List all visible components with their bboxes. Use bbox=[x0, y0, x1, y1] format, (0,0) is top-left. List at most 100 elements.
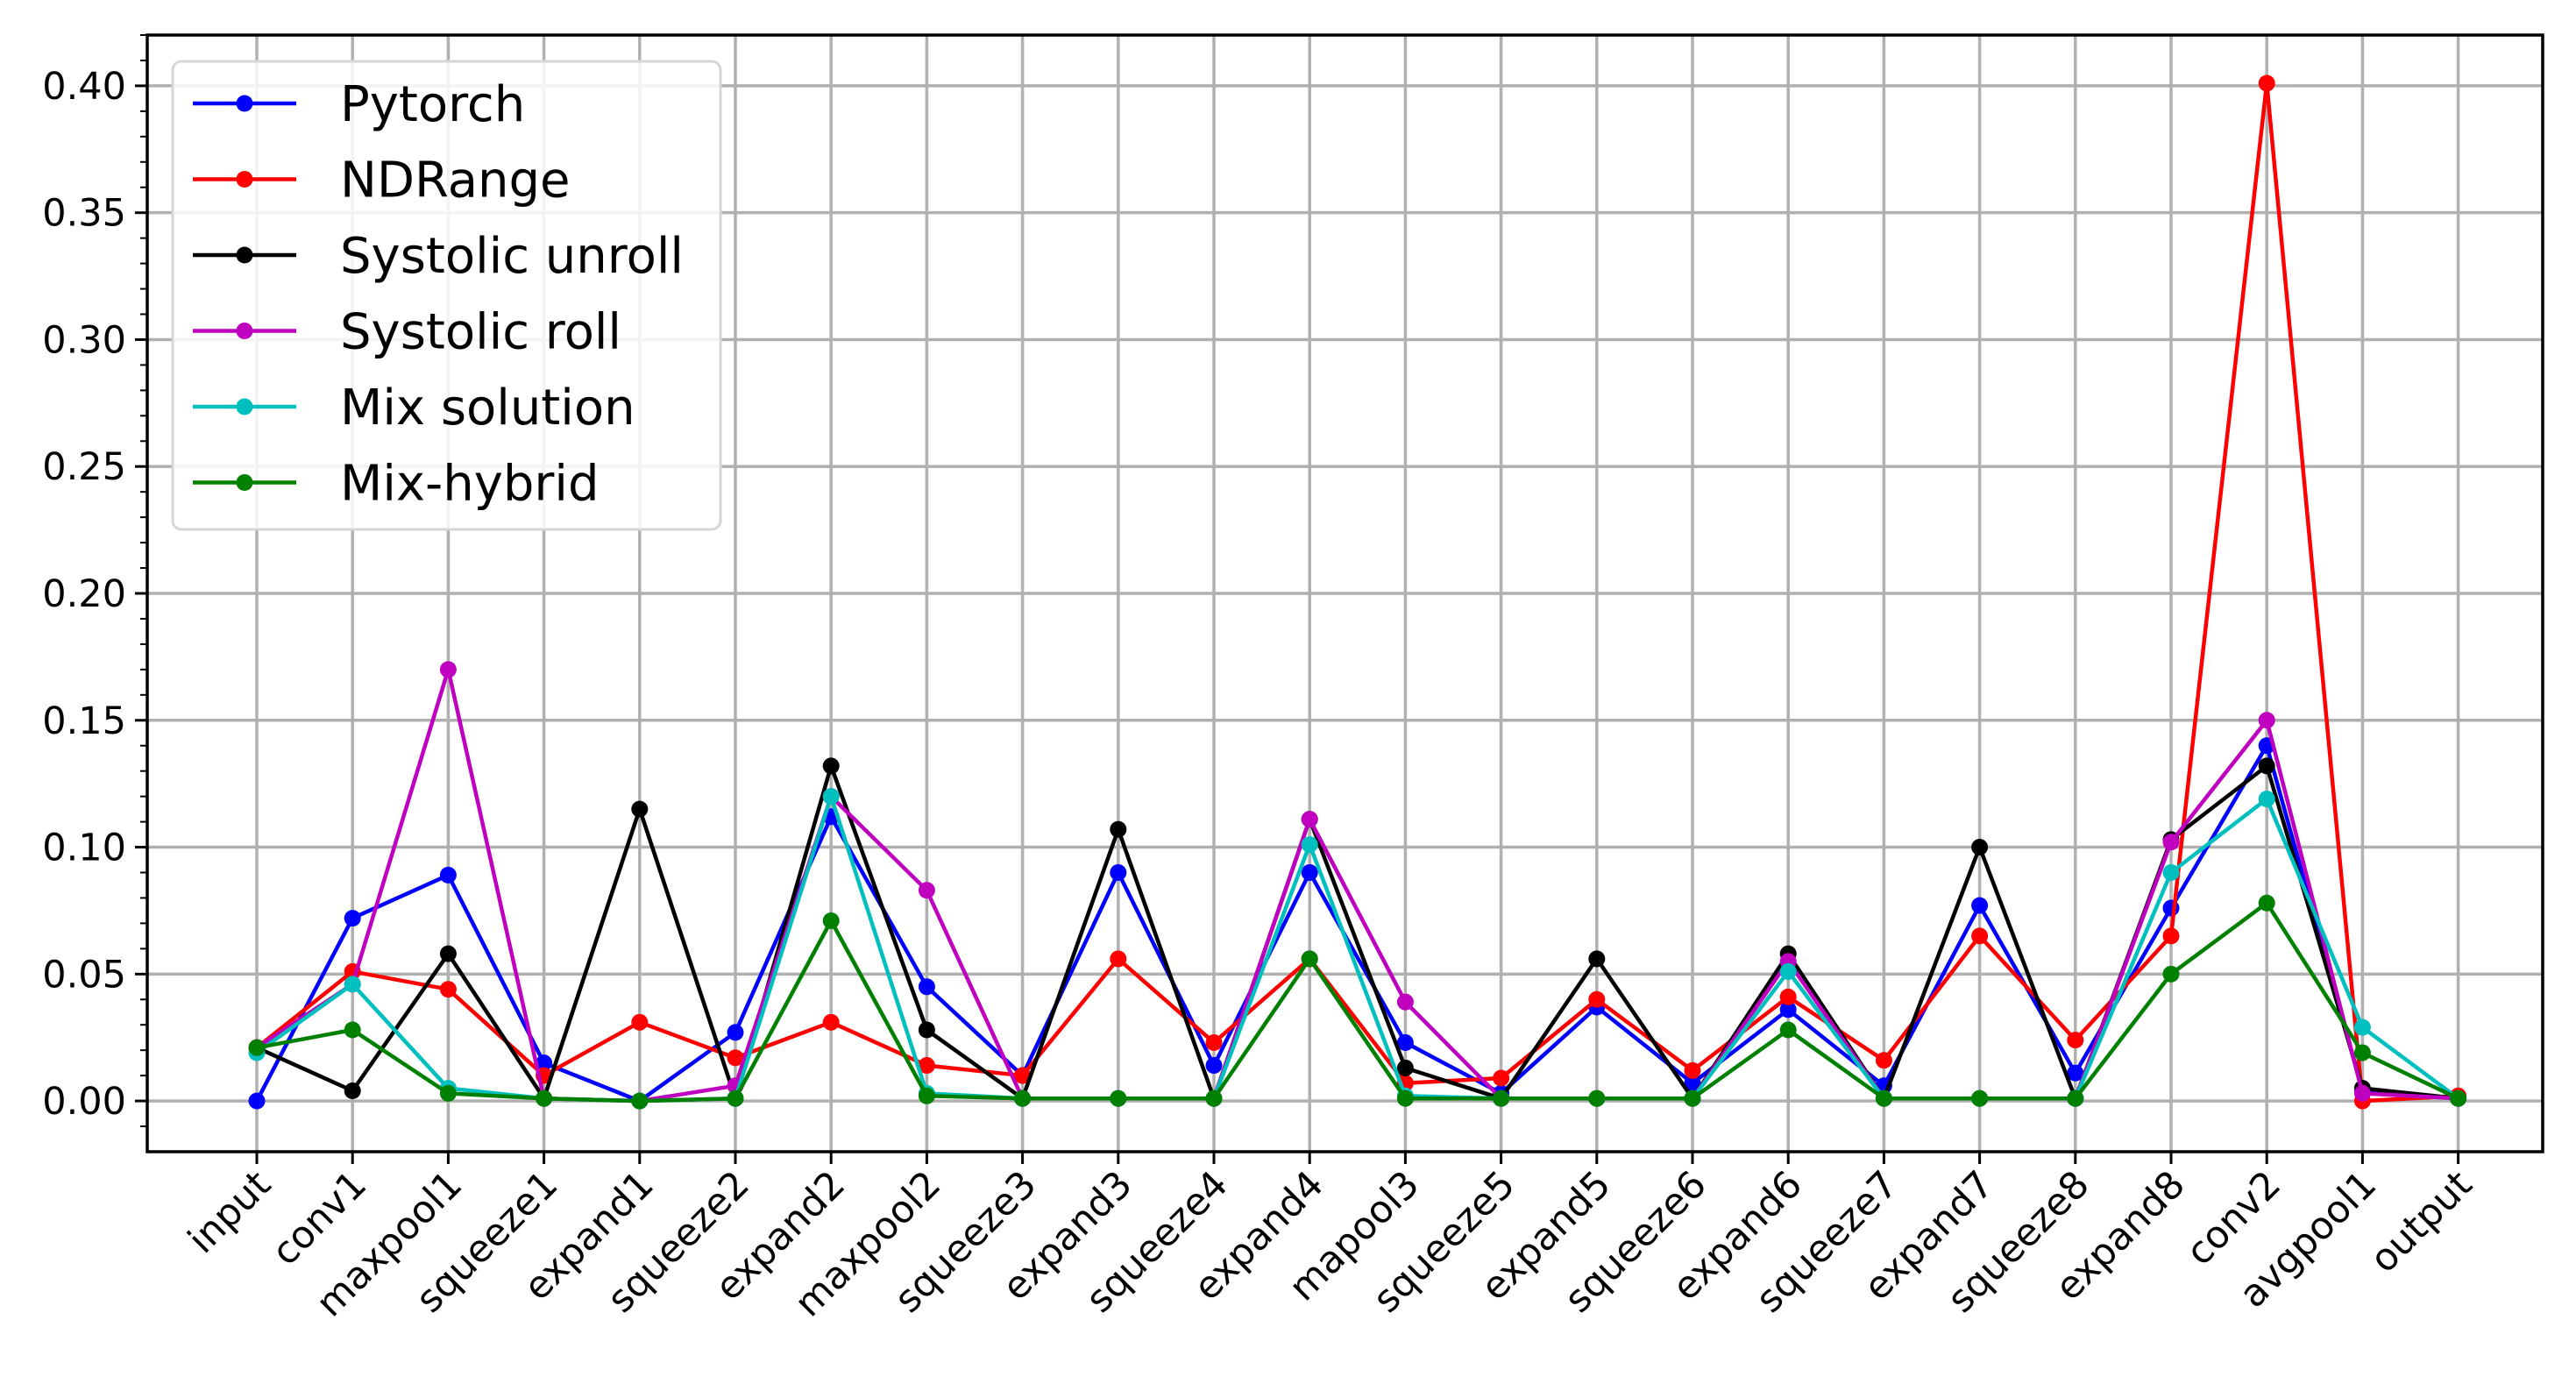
data-point bbox=[2067, 1032, 2084, 1049]
data-point bbox=[344, 976, 361, 993]
data-point bbox=[2162, 899, 2180, 917]
data-point bbox=[2353, 1044, 2371, 1061]
data-point bbox=[2258, 791, 2275, 808]
data-point bbox=[1205, 1057, 1223, 1075]
y-tick-label: 0.25 bbox=[42, 445, 126, 489]
legend-label: Mix-hybrid bbox=[340, 456, 600, 513]
data-point bbox=[1396, 1089, 1414, 1107]
data-point bbox=[1588, 950, 1606, 968]
data-point bbox=[248, 1092, 266, 1110]
data-point bbox=[439, 661, 457, 678]
data-point bbox=[1971, 839, 1989, 856]
data-point bbox=[1971, 897, 1989, 914]
y-tick-label: 0.20 bbox=[42, 572, 126, 616]
y-tick-label: 0.10 bbox=[42, 827, 126, 870]
plot-area bbox=[248, 75, 2467, 1110]
series-line bbox=[256, 900, 2459, 1104]
data-point bbox=[344, 910, 361, 927]
data-point bbox=[1684, 1075, 1701, 1092]
y-tick-label: 0.15 bbox=[42, 699, 126, 743]
data-point bbox=[536, 1054, 553, 1072]
series-systolic-roll bbox=[248, 661, 2467, 1110]
data-point bbox=[2258, 757, 2275, 775]
legend-marker bbox=[236, 323, 253, 339]
legend-marker bbox=[236, 474, 253, 491]
y-tick-label: 0.00 bbox=[42, 1080, 126, 1124]
data-point bbox=[2258, 75, 2275, 92]
data-point bbox=[1779, 1001, 1797, 1018]
data-point bbox=[1971, 1089, 1989, 1107]
legend-marker bbox=[236, 95, 253, 112]
legend-marker bbox=[236, 171, 253, 188]
y-tick-label: 0.05 bbox=[42, 953, 126, 997]
grid-lines bbox=[147, 35, 2543, 1152]
data-point bbox=[1779, 962, 1797, 980]
data-point bbox=[1396, 993, 1414, 1011]
legend-box bbox=[171, 60, 722, 531]
data-point bbox=[1684, 1061, 1701, 1079]
legend-marker bbox=[236, 398, 253, 415]
series-line bbox=[255, 743, 2459, 1104]
data-point bbox=[1971, 927, 1989, 945]
data-point bbox=[727, 1089, 744, 1107]
data-point bbox=[1493, 1069, 1510, 1087]
data-point bbox=[1396, 1033, 1414, 1051]
data-point bbox=[1493, 1089, 1510, 1107]
data-point bbox=[344, 1021, 361, 1039]
data-point bbox=[1301, 864, 1318, 881]
legend-item: Mix solution bbox=[193, 380, 635, 436]
data-point bbox=[248, 1039, 266, 1056]
data-point bbox=[1014, 1089, 1032, 1107]
y-tick-label: 0.30 bbox=[42, 318, 126, 362]
data-point bbox=[631, 1013, 649, 1031]
data-point bbox=[2067, 1064, 2084, 1082]
legend-label: Systolic roll bbox=[340, 304, 621, 361]
data-point bbox=[1301, 811, 1318, 828]
data-point bbox=[918, 882, 935, 899]
legend: Pytorch NDRange Systolic unroll Systolic ro… bbox=[171, 60, 722, 531]
data-point bbox=[2450, 1089, 2467, 1107]
data-point bbox=[1588, 1089, 1606, 1107]
data-point bbox=[1779, 1021, 1797, 1039]
y-tick-label: 0.35 bbox=[42, 192, 126, 236]
data-point bbox=[2353, 1084, 2371, 1102]
data-point bbox=[1684, 1089, 1701, 1107]
data-point bbox=[822, 788, 840, 806]
series-line bbox=[256, 763, 2459, 1101]
data-point bbox=[2162, 965, 2180, 983]
data-point bbox=[1875, 1052, 1892, 1069]
legend-marker bbox=[236, 246, 253, 264]
data-point bbox=[1205, 1033, 1223, 1051]
data-point bbox=[1301, 836, 1318, 854]
y-tick-label: 0.40 bbox=[42, 65, 126, 109]
data-point bbox=[439, 1084, 457, 1102]
data-point bbox=[536, 1089, 553, 1107]
data-point bbox=[2258, 894, 2275, 912]
data-point bbox=[1110, 820, 1127, 838]
data-point bbox=[631, 800, 649, 818]
data-point bbox=[918, 1021, 935, 1039]
data-point bbox=[631, 1092, 649, 1110]
series-line bbox=[255, 81, 2459, 1104]
legend-item: NDRange bbox=[193, 153, 571, 209]
data-point bbox=[918, 1057, 935, 1075]
data-point bbox=[822, 912, 840, 930]
data-point bbox=[1110, 950, 1127, 968]
legend-label: Mix solution bbox=[340, 380, 635, 436]
data-point bbox=[1014, 1067, 1032, 1084]
data-point bbox=[822, 1013, 840, 1031]
data-point bbox=[439, 945, 457, 962]
legend-label: Systolic unroll bbox=[340, 228, 684, 285]
data-point bbox=[918, 1087, 935, 1104]
data-point bbox=[918, 978, 935, 996]
series-mix-hybrid bbox=[248, 894, 2467, 1110]
data-point bbox=[2162, 927, 2180, 945]
series-line bbox=[255, 667, 2459, 1104]
data-point bbox=[1779, 988, 1797, 1005]
data-point bbox=[1875, 1089, 1892, 1107]
data-point bbox=[1110, 1089, 1127, 1107]
data-point bbox=[727, 1024, 744, 1041]
data-point bbox=[1396, 1059, 1414, 1076]
data-point bbox=[1205, 1089, 1223, 1107]
